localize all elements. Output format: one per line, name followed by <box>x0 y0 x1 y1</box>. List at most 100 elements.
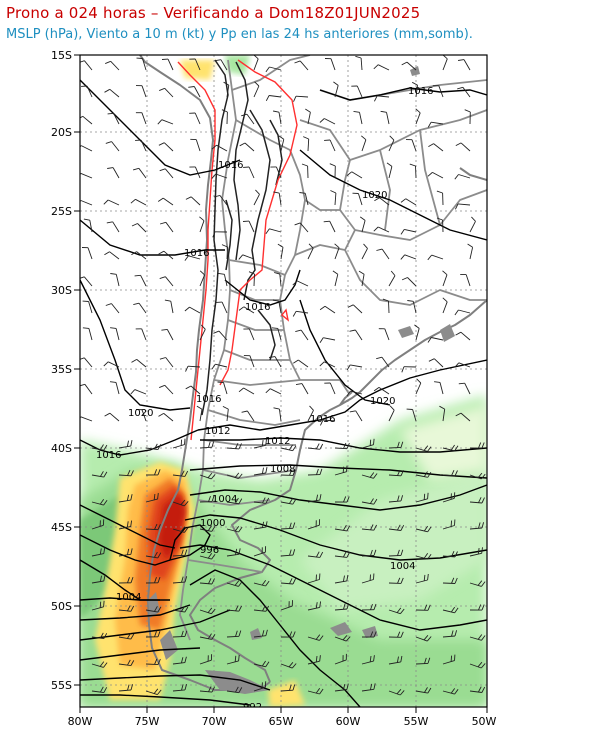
wind-barb-feather <box>100 686 104 693</box>
wind-barb-feather <box>207 633 212 639</box>
wind-barb-feather <box>329 163 336 167</box>
wind-barb-staff <box>163 413 174 422</box>
wind-barb-staff <box>304 193 309 206</box>
wind-barb-staff <box>469 527 483 530</box>
wind-barb-staff <box>111 141 120 152</box>
wind-barb-staff <box>442 301 448 314</box>
wind-barb-feather <box>184 527 189 533</box>
wind-barb-feather <box>261 440 264 447</box>
wind-barb-staff <box>253 551 266 557</box>
wind-barb-feather <box>455 142 462 147</box>
wind-barb-staff <box>253 582 266 587</box>
wind-barb-staff <box>269 95 282 98</box>
wind-barb-feather <box>234 526 240 532</box>
wind-barb-staff <box>361 579 374 584</box>
wind-barb-staff <box>89 220 93 233</box>
wind-barb-staff <box>220 59 228 71</box>
lat-label: 30S <box>51 284 72 297</box>
wind-barb-feather <box>373 95 378 102</box>
wind-barb-feather <box>265 580 270 587</box>
wind-barb-feather <box>427 254 432 261</box>
wind-barb-feather <box>211 608 216 614</box>
wind-barb-staff <box>226 582 239 587</box>
wind-barb-feather <box>127 605 131 612</box>
wind-barb-staff <box>162 197 174 206</box>
wind-barb-feather <box>184 630 188 637</box>
wind-barb-staff <box>140 139 147 152</box>
wind-barb-feather <box>199 216 205 222</box>
wind-barb-feather <box>269 356 276 358</box>
wind-barb-feather <box>235 497 239 504</box>
wind-barb-staff <box>165 276 174 287</box>
wind-barb-staff <box>88 301 93 314</box>
wind-barb-feather <box>316 551 320 558</box>
lat-label: 20S <box>51 126 72 139</box>
wind-barb-staff <box>109 88 120 98</box>
wind-barb-staff <box>164 384 174 395</box>
wind-barb-feather <box>346 525 351 532</box>
wind-barb-feather <box>427 657 431 664</box>
wind-barb-staff <box>415 474 428 478</box>
wind-barb-feather <box>481 522 485 529</box>
wind-barb-staff <box>350 390 363 395</box>
wind-barb-feather <box>184 501 189 507</box>
wind-barb-staff <box>83 276 93 287</box>
wind-barb-staff <box>218 330 228 341</box>
wind-barb-staff <box>464 383 471 395</box>
wind-barb-feather <box>400 229 405 235</box>
wind-barb-staff <box>253 635 266 638</box>
wind-barb-feather <box>265 95 270 102</box>
wind-barb-feather <box>265 388 271 394</box>
wind-barb-feather <box>427 337 432 343</box>
wind-barb-feather <box>477 634 483 640</box>
wind-barb-staff <box>135 198 147 206</box>
wind-barb-staff <box>334 528 347 532</box>
wind-barb-feather <box>423 553 429 559</box>
wind-barb-feather <box>427 471 432 478</box>
wind-barb-feather <box>104 251 110 256</box>
wind-barb-feather <box>199 270 205 276</box>
wind-barb-staff <box>115 274 120 287</box>
lat-label: 25S <box>51 205 72 218</box>
wind-barb-staff <box>199 329 206 341</box>
wind-barb-staff <box>145 690 158 696</box>
wind-barb-staff <box>253 273 255 287</box>
wind-barb-feather <box>349 410 356 413</box>
wind-barb-staff <box>359 112 363 125</box>
wind-barb-staff <box>172 635 186 638</box>
wind-barb-staff <box>226 501 239 505</box>
wind-barb-feather <box>330 190 337 194</box>
wind-barb-feather <box>238 605 243 612</box>
wind-barb-staff <box>226 660 239 665</box>
wind-barb-feather <box>373 498 378 505</box>
wind-barb-feather <box>211 474 216 480</box>
wind-barb-feather <box>373 387 380 392</box>
wind-barb-staff <box>469 247 474 260</box>
wind-barb-staff <box>199 446 213 449</box>
wind-barb-staff <box>439 382 444 395</box>
wind-barb-staff <box>277 328 282 341</box>
wind-barb-staff <box>190 385 201 395</box>
wind-barb-feather <box>273 407 280 410</box>
wind-barb-feather <box>414 324 420 329</box>
wind-barb-staff <box>242 254 255 260</box>
isobar-label: 1012 <box>205 426 230 437</box>
wind-barb-staff <box>216 144 228 152</box>
wind-barb-feather <box>238 498 243 505</box>
wind-barb-feather <box>315 655 318 663</box>
wind-barb-staff <box>145 447 158 451</box>
wind-barb-feather <box>343 496 347 503</box>
wind-barb-feather <box>158 142 165 146</box>
wind-barb-feather <box>454 470 458 477</box>
wind-barb-staff <box>280 605 293 611</box>
wind-barb-feather <box>397 469 401 476</box>
wind-barb-feather <box>110 327 117 329</box>
wind-barb-staff <box>442 497 455 503</box>
wind-barb-feather <box>105 60 111 65</box>
wind-barb-staff <box>137 223 147 233</box>
wind-barb-feather <box>180 657 184 664</box>
wind-barb-staff <box>269 228 282 233</box>
isobar-label: 1020 <box>362 190 387 201</box>
wind-barb-staff <box>163 142 174 152</box>
wind-barb-feather <box>409 163 416 167</box>
